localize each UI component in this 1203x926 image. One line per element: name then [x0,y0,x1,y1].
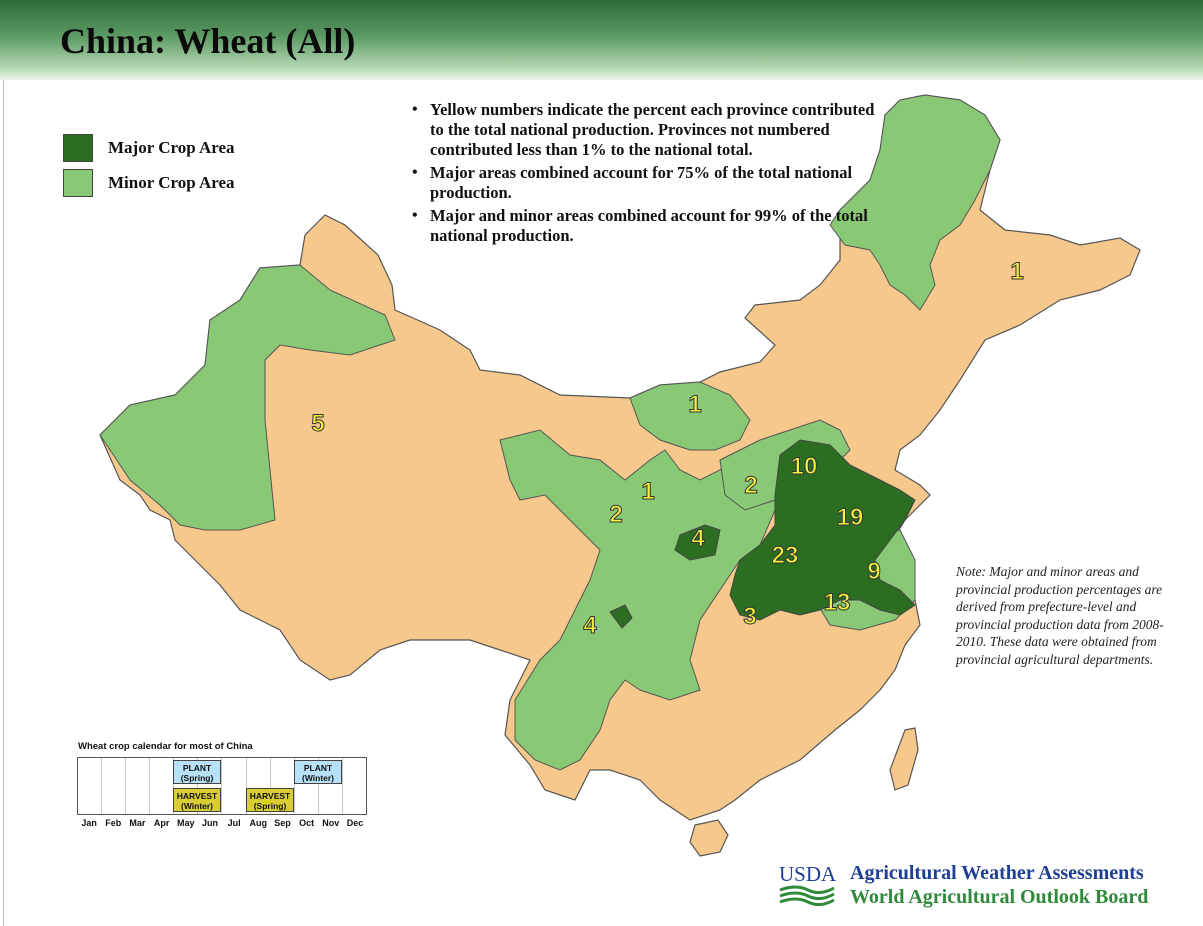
month-label: May [177,818,195,828]
pct-hebei: 10 [791,453,818,480]
month-label: Sep [274,818,291,828]
month-label: Feb [105,818,122,828]
pct-henan: 23 [772,542,799,569]
usda-logo-text: USDA [779,862,837,886]
pct-inner-mongolia: 1 [688,391,701,418]
major-crop-area-sichuan [609,604,633,629]
calendar-harvest-winter: HARVEST (Winter) [173,788,221,812]
taiwan-island [889,727,919,791]
calendar-harvest-spring: HARVEST (Spring) [246,788,294,812]
pct-gansu: 2 [609,501,622,528]
calendar-title: Wheat crop calendar for most of China [78,741,253,752]
pct-anhui: 13 [824,589,851,616]
calendar-column [150,758,175,814]
calendar-column [295,758,319,814]
china-landmass [99,94,1141,821]
bullet-item: • Yellow numbers indicate the percent eac… [408,100,878,160]
calendar-event-line: (Spring) [180,773,214,783]
month-label: Apr [153,818,170,828]
calendar-plant-spring: PLANT (Spring) [173,760,221,784]
minor-area-inner-mongolia [629,381,751,451]
month-label: Oct [299,818,315,828]
pct-xinjiang: 5 [311,410,324,437]
pct-shandong: 19 [837,504,864,531]
calendar-event-line: HARVEST [176,791,218,801]
major-crop-area-shaanxi [674,524,721,561]
left-divider [3,80,4,926]
calendar-column [222,758,247,814]
calendar-event-line: PLANT [182,763,212,773]
pct-hubei: 3 [743,603,756,630]
calendar-event-line: (Winter) [180,801,214,811]
pct-sichuan: 4 [583,612,597,639]
calendar-event-line: (Winter) [301,773,335,783]
pct-shanxi: 2 [744,472,757,499]
month-label: Mar [129,818,146,828]
month-label: Dec [346,818,364,828]
month-label: Aug [249,818,268,828]
pct-ningxia: 1 [641,478,654,505]
pct-jiangsu: 9 [867,558,880,585]
month-label: Jun [201,818,218,828]
bullet-text: Major areas combined account for 75% of … [430,163,853,202]
calendar-column [102,758,127,814]
minor-area-northeast [829,94,1001,311]
bullet-text: Yellow numbers indicate the percent each… [430,100,875,159]
calendar-event-line: PLANT [303,763,333,773]
bullet-dot-icon: • [412,164,418,181]
calendar-grid [77,757,367,815]
calendar-column [198,758,223,814]
header-banner [0,0,1203,80]
bullet-item: • Major areas combined account for 75% of… [408,163,878,203]
hainan-island [689,819,729,857]
bullet-text: Major and minor areas combined account f… [430,206,868,245]
usda-logo-icon [779,885,835,906]
calendar-column [271,758,295,814]
major-crop-area [729,439,916,621]
month-label: Jan [81,818,97,828]
legend-swatch-minor [63,169,93,197]
page-title: China: Wheat (All) [60,21,356,61]
legend-label-minor: Minor Crop Area [108,173,235,192]
agency-line-1: Agricultural Weather Assessments [850,862,1144,884]
legend-swatch-major [63,134,93,162]
legend-label-major: Major Crop Area [108,138,235,157]
minor-area-xinjiang-north [99,264,396,531]
calendar-column [343,758,366,814]
month-label: Jul [227,818,241,828]
agency-line-2: World Agricultural Outlook Board [850,886,1149,908]
pct-shaanxi: 4 [691,525,705,552]
bullet-item: • Major and minor areas combined account … [408,206,878,246]
calendar-column [78,758,103,814]
calendar-event-line: (Spring) [253,801,287,811]
calendar-column [319,758,343,814]
calendar-column [126,758,151,814]
pct-northeast: 1 [1010,258,1023,285]
calendar-column [174,758,199,814]
calendar-column [247,758,271,814]
month-label: Nov [322,818,340,828]
calendar-event-line: HARVEST [249,791,291,801]
bullet-dot-icon: • [412,207,418,224]
calendar-plant-winter: PLANT (Winter) [294,760,342,784]
calendar-months: Jan Feb Mar Apr May Jun Jul Aug Sep Oct … [77,818,367,828]
methodology-note: Note: Major and minor areas and provinci… [956,564,1164,667]
bullet-dot-icon: • [412,101,418,118]
info-bullets: • Yellow numbers indicate the percent eac… [408,100,878,249]
minor-area-northwest [499,429,781,771]
